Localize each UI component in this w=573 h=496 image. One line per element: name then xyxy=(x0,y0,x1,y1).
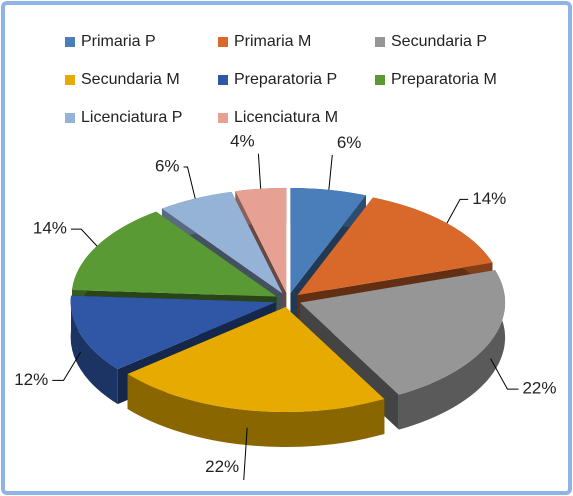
data-label: 22% xyxy=(522,379,556,398)
leader-line xyxy=(243,427,248,480)
data-label: 14% xyxy=(472,189,506,208)
slice-side xyxy=(70,295,118,405)
slice xyxy=(290,187,366,293)
data-label: 12% xyxy=(14,370,48,389)
legend-swatch xyxy=(65,37,75,47)
leader-line xyxy=(52,351,82,381)
legend-label: Preparatoria P xyxy=(234,71,337,88)
slice xyxy=(72,211,277,297)
legend-label: Secundaria P xyxy=(391,33,487,50)
slice xyxy=(161,191,283,294)
data-label: 14% xyxy=(33,219,67,238)
legend-swatch xyxy=(375,37,385,47)
slice-side xyxy=(127,373,385,448)
slice xyxy=(127,307,385,413)
leader-line xyxy=(490,358,519,390)
leader-line xyxy=(257,153,262,189)
legend-label: Secundaria M xyxy=(81,71,180,88)
legend-swatch xyxy=(375,75,385,85)
legend-swatch xyxy=(218,37,228,47)
slice xyxy=(300,270,506,395)
leader-line xyxy=(70,228,98,247)
slice-side xyxy=(398,270,506,430)
data-label: 6% xyxy=(337,133,362,152)
legend-label: Licenciatura P xyxy=(81,109,182,126)
leader-line xyxy=(328,155,333,190)
legend-swatch xyxy=(65,113,75,123)
leader-line xyxy=(183,166,196,199)
slice xyxy=(70,295,276,370)
slice xyxy=(297,197,493,296)
slice xyxy=(235,187,287,293)
legend-label: Licenciatura M xyxy=(234,109,338,126)
legend-label: Primaria M xyxy=(234,33,311,50)
legend-swatch xyxy=(65,75,75,85)
legend-label: Primaria P xyxy=(81,33,156,50)
legend-swatch xyxy=(218,75,228,85)
leader-line xyxy=(446,198,469,224)
data-label: 6% xyxy=(155,156,180,175)
legend-label: Preparatoria M xyxy=(391,71,497,88)
data-label: 4% xyxy=(230,132,255,151)
data-label: 22% xyxy=(205,457,239,476)
legend-swatch xyxy=(218,113,228,123)
